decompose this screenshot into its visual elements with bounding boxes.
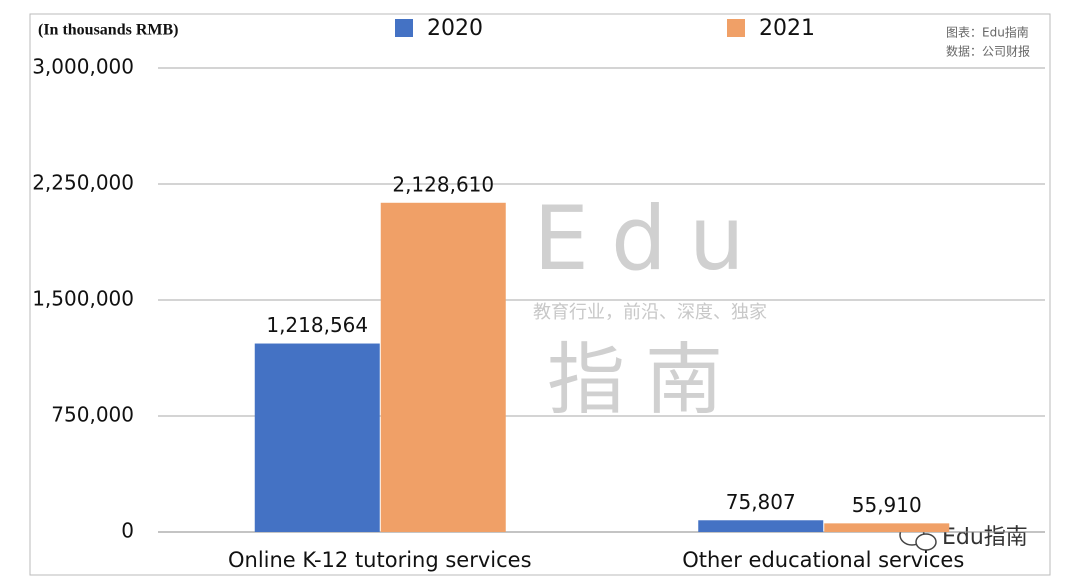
source-note: 图表：Edu指南 bbox=[946, 25, 1029, 40]
frame bbox=[29, 13, 1051, 576]
bar bbox=[254, 343, 380, 532]
legend-label: 2021 bbox=[759, 16, 815, 41]
x-tick-label: Other educational services bbox=[682, 548, 964, 572]
y-tick-label: 0 bbox=[121, 519, 134, 543]
source-note: 数据：公司财报 bbox=[946, 44, 1030, 59]
value-label: 55,910 bbox=[852, 493, 922, 517]
watermark-logo: Edu bbox=[533, 187, 766, 290]
x-tick-label: Online K-12 tutoring services bbox=[228, 548, 532, 572]
watermark-name: 指南 bbox=[547, 335, 743, 425]
watermark-slogan: 教育行业，前沿、深度、独家 bbox=[533, 302, 767, 323]
bar bbox=[824, 523, 950, 532]
watermark-signature: Edu指南 bbox=[942, 525, 1028, 550]
y-tick-label: 1,500,000 bbox=[32, 287, 134, 311]
y-axis-label: (In thousands RMB) bbox=[38, 22, 178, 39]
legend-swatch bbox=[395, 19, 413, 37]
legend-label: 2020 bbox=[427, 16, 483, 41]
bar bbox=[380, 202, 506, 532]
legend-swatch bbox=[727, 19, 745, 37]
value-label: 2,128,610 bbox=[392, 172, 494, 196]
bar bbox=[698, 520, 824, 532]
value-label: 75,807 bbox=[726, 490, 796, 514]
y-tick-label: 750,000 bbox=[51, 403, 134, 427]
y-tick-label: 2,250,000 bbox=[32, 171, 134, 195]
icon-bubble bbox=[915, 533, 937, 551]
value-label: 1,218,564 bbox=[266, 313, 368, 337]
y-tick-label: 3,000,000 bbox=[32, 55, 134, 79]
